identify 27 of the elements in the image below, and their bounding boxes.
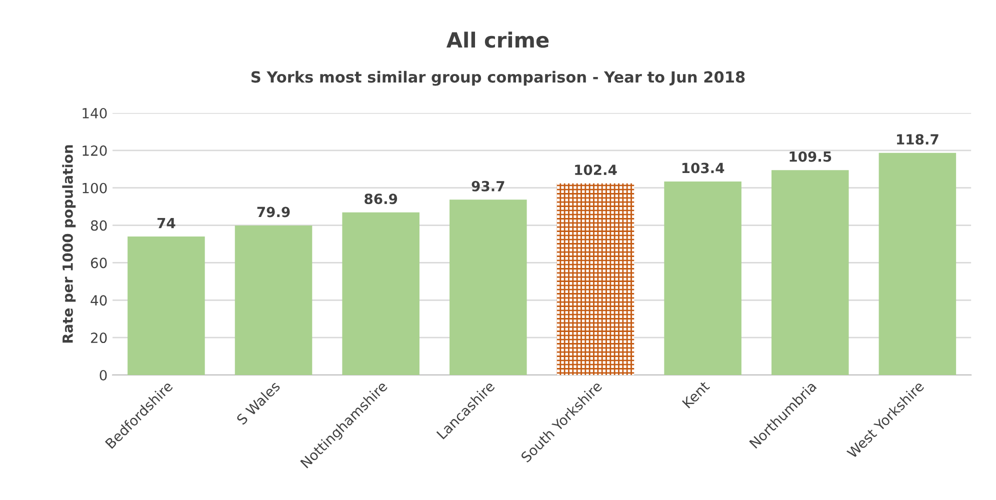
data-label: 118.7	[897, 134, 938, 145]
y-tick-label: 60	[90, 258, 107, 268]
bar	[234, 225, 312, 375]
bar	[878, 152, 956, 375]
data-label: 86.9	[364, 194, 398, 204]
y-axis-title: Rate per 1000 population	[62, 145, 76, 343]
bar	[664, 181, 742, 375]
data-label: 103.4	[682, 162, 724, 174]
data-label: 79.9	[257, 206, 290, 218]
bar	[450, 200, 527, 375]
data-label: 93.7	[472, 180, 504, 192]
bar	[128, 236, 205, 375]
y-tick-label: 140	[82, 108, 107, 118]
data-label: 102.4	[575, 164, 617, 176]
y-tick-label: 0	[100, 370, 107, 380]
y-tick-label: 100	[82, 182, 107, 194]
data-label: 74	[157, 218, 176, 228]
bar	[342, 212, 420, 375]
y-tick-label: 120	[82, 145, 107, 156]
y-tick-label: 80	[90, 220, 107, 231]
bar	[556, 183, 634, 375]
y-tick-label: 20	[91, 332, 107, 344]
data-label: 109.5	[790, 151, 832, 162]
chart-subtitle: S Yorks most similar group comparison - Year to Jun 2018	[251, 70, 745, 86]
chart-title: All crime	[446, 32, 549, 48]
bar	[771, 170, 849, 375]
y-tick-label: 40	[90, 295, 107, 306]
